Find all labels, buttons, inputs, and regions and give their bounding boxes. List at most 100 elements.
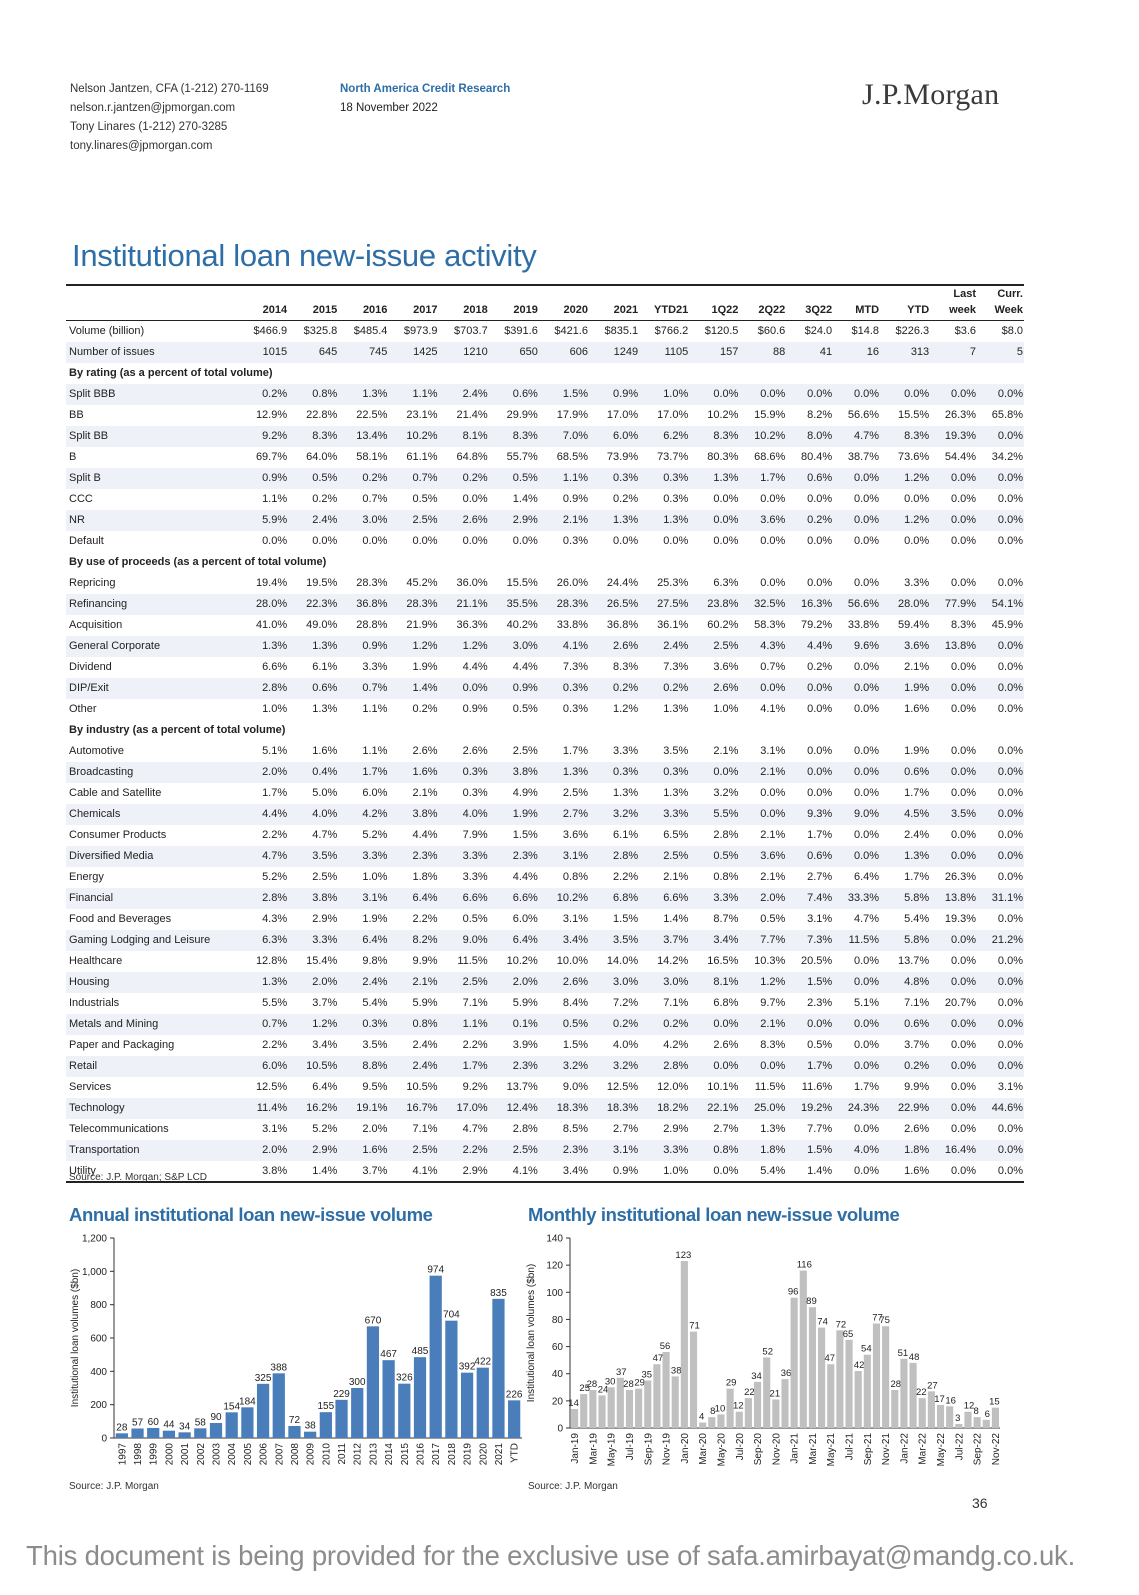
table-cell: 0.8% [562,871,588,883]
x-tick-label: Sep-22 [973,1433,984,1466]
bar-may-19 [607,1387,615,1428]
x-tick-label: 2000 [164,1443,175,1466]
table-cell: 26.5% [588,593,640,615]
table-cell: 1.2% [438,635,489,657]
table-cell: 0.0% [807,787,833,799]
data-label: 8 [973,1406,978,1417]
table-row-gaming-lodging-and-leisure: Gaming Lodging and Leisure 6.3% 3.3% 6.4% 8.… [66,929,1024,951]
table-cell: 2.8% [588,845,640,867]
table-cell: 157 [689,341,740,363]
table-cell: 0.9% [488,677,539,699]
table-cell: 8.3% [288,425,339,447]
row-label: Industrials [69,997,120,1009]
x-tick-label: 2014 [384,1443,395,1466]
table-cell: 1.1% [262,493,288,505]
table-cell: 1.3% [538,761,589,783]
table-cell: 17.0% [606,409,639,421]
data-label: 47 [653,1353,664,1364]
table-cell: $835.1 [604,325,639,338]
table-cell: 0.7% [388,467,439,489]
table-cell: 6.8% [713,997,739,1009]
table-cell: 0.0% [904,493,930,505]
table-row-dip-exit: DIP/Exit 2.8% 0.6% 0.7% 1.4% 0.0% 0.9% 0.3% 0.2%… [66,677,1024,699]
table-cell: 3.3% [288,929,339,951]
table-cell: 0.0% [713,1164,739,1177]
bar-jan-19 [571,1409,579,1428]
table-cell: 0.0% [977,1139,1024,1161]
table-cell: 5.9% [512,997,538,1009]
table-cell: 4.7% [462,1123,488,1135]
table-cell: 3.1% [997,1081,1023,1093]
data-label: 60 [148,1417,160,1428]
table-cell: 8.3% [488,425,539,447]
table-cell: 1.1% [362,703,388,715]
table-cell: $14.8 [851,325,880,338]
bar-2003 [209,1423,223,1438]
table-cell: 0.0% [930,677,978,699]
table-cell: 3.8% [388,803,439,825]
table-cell: 0.0% [977,635,1024,657]
table-cell: 650 [488,341,539,363]
table-cell: $703.7 [454,325,488,338]
table-cell: 0.9% [338,635,389,657]
table-cell: 2.7% [713,1123,739,1135]
table-cell: 2.5% [488,1139,539,1161]
x-tick-label: 2004 [227,1443,238,1466]
new-issue-activity-table: 2014 2015 2016 2017 2018 2019 2020 2021 YTD21 1Q2… [66,284,1024,1183]
table-cell: 1.1% [362,745,388,757]
table-cell: 6.6% [488,887,539,909]
bar-2011 [335,1399,348,1438]
table-cell: 3.1% [262,1123,288,1135]
table-cell: 21.9% [406,619,438,631]
table-cell: 12.8% [255,955,288,967]
bar-2005 [241,1407,254,1438]
table-cell: 14.0% [606,955,639,967]
bar-2018 [445,1320,458,1438]
table-cell: 3.3% [438,845,489,867]
table-cell: 5.5% [262,997,288,1009]
x-tick-label: 2012 [353,1443,364,1466]
table-cell: 645 [288,341,339,363]
table-cell: 2.3% [488,1055,539,1077]
table-cell: 0.2% [639,1013,690,1035]
table-row-repricing: Repricing 19.4% 19.5% 28.3% 45.2% 36.0% 15.5% 2… [66,573,1024,594]
data-label: 422 [474,1357,491,1368]
table-cell: 0.8% [288,383,339,405]
table-cell: 3.0% [588,971,640,993]
table-cell: 3.6% [562,829,588,841]
table-cell: 2.2% [438,1139,489,1161]
table-row-volume-billion: Volume (billion) $466.9 $325.8 $485.4 $973.9… [66,321,1024,342]
table-cell: 8.5% [562,1123,588,1135]
section-header: By industry (as a percent of total volum… [66,719,1024,741]
table-cell: 0.0% [977,383,1024,405]
table-cell: 0.0% [833,677,881,699]
bar-mar-21 [808,1307,817,1428]
table-cell: 3.3% [904,577,930,589]
bar-jul-20 [735,1411,743,1428]
table-cell: 1.8% [412,871,438,883]
table-cell: 0.0% [853,1164,880,1177]
bar-feb-21 [799,1270,807,1428]
x-tick-label: Jan-20 [680,1433,691,1464]
bar-apr-22 [927,1391,935,1428]
bar-2013 [366,1326,380,1438]
row-label: Split BB [66,425,238,447]
table-cell: 2.0% [238,761,289,783]
table-cell: 0.0% [997,1164,1023,1177]
table-cell: 79.2% [800,619,833,631]
annual-volume-chart: Institutional loan volumes ($bn) 0 200 400 6… [70,1234,523,1466]
table-cell: 0.0% [312,535,338,547]
bar-jun-22 [946,1406,954,1428]
table-cell: 6.0% [238,1055,289,1077]
table-cell: 0.5% [538,1013,589,1035]
author-1-email[interactable]: nelson.r.jantzen@jpmorgan.com [70,102,236,114]
x-tick-label: 2021 [494,1443,505,1466]
table-cell: 0.0% [739,803,787,825]
table-cell: 20.5% [800,955,833,967]
table-cell: 0.0% [997,955,1023,967]
jpmorgan-logo: J.P.Morgan [862,78,1000,111]
x-tick-label: Sep-21 [863,1433,874,1466]
author-2-email[interactable]: tony.linares@jpmorgan.com [70,140,213,152]
table-cell: 28.3% [356,577,388,589]
x-tick-label: Jan-22 [899,1433,910,1464]
